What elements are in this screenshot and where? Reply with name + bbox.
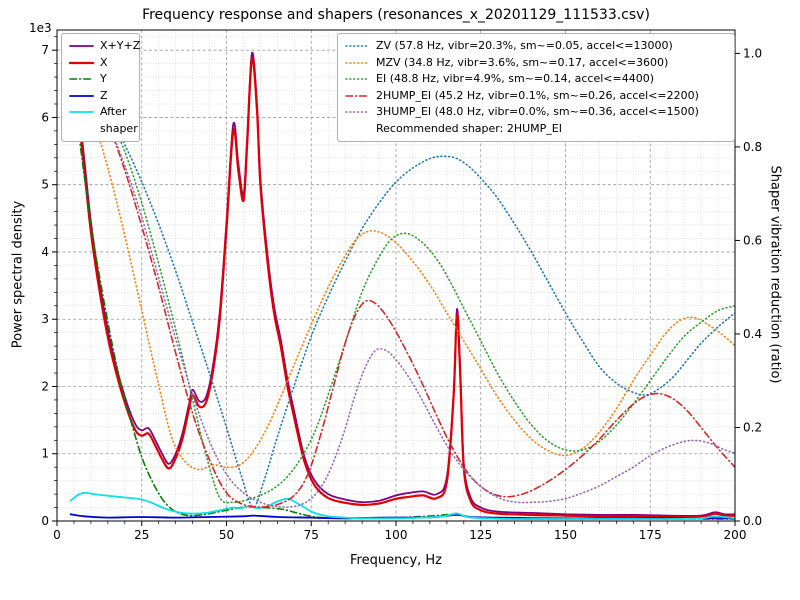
legend-item-label: Y	[100, 72, 107, 85]
x-tick-label: 125	[469, 528, 492, 542]
y-left-tick-label: 1	[41, 447, 49, 461]
legend-item: 3HUMP_EI (48.0 Hz, vibr=0.0%, sm~=0.36, …	[345, 104, 726, 121]
x-tick-label: 200	[724, 528, 747, 542]
legend-item-label: X	[100, 55, 108, 69]
legend-line-sample	[69, 61, 94, 64]
y-axis-label-right: Shaper vibration reduction (ratio)	[767, 165, 783, 384]
legend-item: Y	[69, 71, 131, 88]
y-right-tick-label: 0.6	[743, 233, 762, 247]
line-zv-57-8-hz-vibr-20-3-sm-	[69, 64, 735, 508]
y-right-tick-label: 0.0	[743, 514, 762, 528]
x-tick-label: 100	[385, 528, 408, 542]
y-left-tick-label: 2	[41, 379, 49, 393]
x-tick-label: 25	[134, 528, 149, 542]
legend-item: ZV (57.8 Hz, vibr=20.3%, sm~=0.05, accel…	[345, 38, 726, 55]
shaper-curves	[69, 64, 735, 508]
legend-line-sample	[69, 78, 94, 80]
legend-line-sample	[69, 94, 94, 97]
line-2hump-ei-45-2-hz-vibr-0-	[69, 66, 735, 508]
legend-line-sample	[345, 61, 370, 64]
line-y	[69, 79, 735, 520]
chart-title: Frequency response and shapers (resonanc…	[142, 7, 650, 23]
y-left-tick-label: 6	[41, 110, 49, 124]
legend-line-sample	[345, 111, 370, 113]
line-x	[69, 55, 735, 519]
y-left-tick-label: 0	[41, 514, 49, 528]
y-left-tick-label: 4	[41, 245, 49, 259]
x-tick-label: 150	[554, 528, 577, 542]
x-axis-label: Frequency, Hz	[349, 553, 443, 568]
legend-item-label: MZV (34.8 Hz, vibr=3.6%, sm~=0.17, accel…	[376, 55, 669, 69]
tick-labels: 0 25 50 75 100 125 150 175 200 0 1 2 3 4 5 6 7 0.0 0.2 0.4 0…	[41, 43, 762, 542]
legend-item: 2HUMP_EI (45.2 Hz, vibr=0.1%, sm~=0.26, …	[345, 88, 726, 105]
legend-line-sample	[69, 111, 94, 113]
legend-item-label: Z	[100, 88, 108, 102]
y-axis-offset-text: 1e3	[29, 21, 52, 35]
legend-item-label: ZV (57.8 Hz, vibr=20.3%, sm~=0.05, accel…	[376, 39, 673, 52]
legend-line-sample	[345, 94, 370, 97]
legend-item-label: X+Y+Z	[100, 39, 141, 52]
legend-item: Z	[69, 88, 131, 105]
line-after-shaper	[69, 491, 735, 520]
legend-item: EI (48.8 Hz, vibr=4.9%, sm~=0.14, accel<…	[345, 71, 726, 88]
y-axis-label-left: Power spectral density	[10, 200, 26, 349]
line-ei-48-8-hz-vibr-4-9-sm-0	[69, 64, 735, 504]
legend-item-label: After shaper	[100, 105, 138, 135]
x-tick-label: 50	[219, 528, 234, 542]
y-right-tick-label: 0.2	[743, 420, 762, 434]
line-mzv-34-8-hz-vibr-3-6-sm-	[69, 73, 735, 471]
legend-item-label: EI (48.8 Hz, vibr=4.9%, sm~=0.14, accel<…	[376, 72, 654, 85]
y-right-tick-label: 0.4	[743, 327, 762, 341]
legend-line-sample	[345, 45, 370, 47]
y-right-tick-label: 0.8	[743, 140, 762, 154]
legend-item-label: 2HUMP_EI (45.2 Hz, vibr=0.1%, sm~=0.26, …	[376, 88, 699, 102]
legend-item: X+Y+Z	[69, 38, 140, 55]
x-tick-label: 175	[639, 528, 662, 542]
legend-item: After shaper	[69, 104, 138, 137]
x-tick-label: 0	[53, 528, 61, 542]
legend-item: MZV (34.8 Hz, vibr=3.6%, sm~=0.17, accel…	[345, 55, 726, 72]
y-right-tick-label: 1.0	[743, 46, 762, 60]
legend-item-label: 3HUMP_EI (48.0 Hz, vibr=0.0%, sm~=0.36, …	[376, 105, 699, 118]
legend-item: X	[69, 55, 131, 72]
x-tick-label: 75	[304, 528, 319, 542]
legend-psd: X+Y+Z X Y Z After shaper	[61, 33, 140, 142]
line-3hump-ei-48-0-hz-vibr-0-	[69, 66, 735, 508]
y-left-tick-label: 5	[41, 178, 49, 192]
legend-recommended-shaper: Recommended shaper: 2HUMP_EI	[376, 121, 562, 135]
y-left-tick-label: 7	[41, 43, 49, 57]
axes-frame	[52, 29, 740, 526]
y-left-tick-label: 3	[41, 312, 49, 326]
legend-shapers: ZV (57.8 Hz, vibr=20.3%, sm~=0.05, accel…	[337, 33, 735, 142]
legend-line-sample	[345, 78, 370, 80]
legend-line-sample	[69, 45, 94, 47]
psd-curves	[69, 45, 735, 520]
